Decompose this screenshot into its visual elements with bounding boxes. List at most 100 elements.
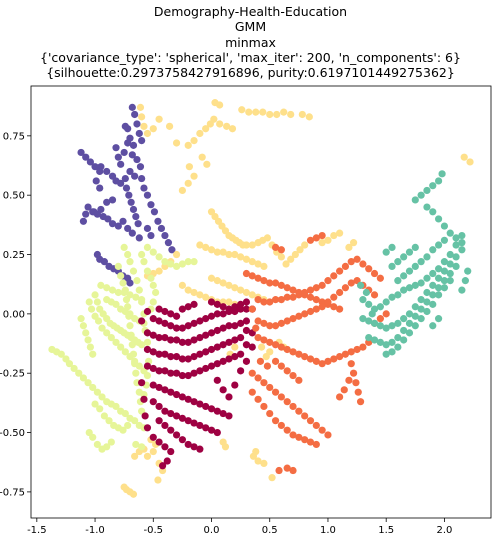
data-point-cluster-1 [202, 293, 210, 301]
data-point-cluster-1 [237, 286, 245, 294]
y-tick-label: -0.75 [0, 487, 25, 498]
data-point-cluster-3 [178, 371, 186, 380]
data-point-cluster-5 [382, 248, 390, 256]
data-point-cluster-2 [167, 260, 175, 268]
data-point-cluster-2 [140, 258, 148, 266]
data-point-cluster-2 [147, 274, 155, 282]
data-point-cluster-4 [324, 357, 332, 365]
data-point-cluster-4 [289, 431, 297, 439]
data-point-cluster-5 [400, 253, 408, 261]
data-point-cluster-5 [423, 307, 431, 316]
data-point-cluster-4 [277, 319, 285, 327]
data-point-cluster-3 [242, 326, 251, 335]
data-point-cluster-4 [283, 464, 291, 472]
data-point-cluster-3 [184, 303, 192, 311]
data-point-cluster-3 [225, 412, 233, 420]
data-point-cluster-2 [79, 322, 88, 330]
data-point-cluster-1 [138, 113, 146, 121]
data-point-cluster-1 [219, 279, 227, 287]
data-point-cluster-4 [277, 296, 285, 304]
data-point-cluster-3 [242, 298, 251, 306]
data-point-cluster-1 [178, 186, 186, 195]
data-point-cluster-1 [259, 108, 267, 116]
data-point-cluster-5 [365, 334, 373, 342]
data-point-cluster-5 [434, 284, 443, 292]
data-point-cluster-1 [213, 277, 221, 285]
data-point-cluster-5 [429, 281, 437, 289]
data-point-cluster-4 [341, 284, 350, 292]
data-point-cluster-1 [324, 236, 332, 244]
data-point-cluster-0 [77, 148, 85, 157]
data-point-cluster-3 [225, 393, 233, 401]
data-point-cluster-3 [231, 322, 239, 330]
data-point-cluster-0 [79, 217, 88, 225]
data-point-cluster-4 [349, 369, 358, 377]
data-point-cluster-5 [376, 338, 384, 346]
data-point-cluster-2 [126, 258, 134, 266]
data-point-cluster-1 [228, 125, 237, 133]
data-point-cluster-3 [155, 367, 163, 375]
data-point-cluster-1 [291, 250, 299, 259]
data-point-cluster-0 [104, 215, 112, 223]
data-point-cluster-1 [136, 103, 145, 111]
data-point-cluster-3 [213, 343, 221, 351]
data-point-cluster-5 [388, 322, 396, 330]
data-point-cluster-2 [132, 440, 140, 449]
data-point-cluster-5 [417, 315, 425, 323]
data-point-cluster-1 [225, 281, 233, 289]
data-point-cluster-5 [423, 253, 431, 261]
data-point-cluster-4 [301, 288, 309, 297]
data-point-cluster-4 [289, 348, 297, 356]
data-point-cluster-3 [184, 355, 192, 363]
data-point-cluster-5 [400, 315, 408, 323]
data-point-cluster-0 [91, 163, 99, 171]
data-point-cluster-4 [359, 260, 367, 268]
data-point-cluster-4 [283, 345, 291, 354]
data-point-cluster-5 [446, 277, 454, 285]
data-point-cluster-5 [458, 239, 466, 247]
data-point-cluster-3 [163, 457, 171, 465]
data-point-cluster-1 [165, 122, 174, 130]
data-point-cluster-1 [178, 281, 186, 289]
title-line-params: {'covariance_type': 'spherical', 'max_it… [40, 49, 461, 65]
data-point-cluster-3 [196, 317, 204, 325]
data-point-cluster-4 [289, 315, 297, 323]
x-tick-label: -0.5 [144, 525, 164, 536]
data-point-cluster-2 [103, 329, 111, 337]
data-point-cluster-2 [112, 338, 120, 346]
data-point-cluster-3 [155, 317, 163, 325]
data-point-cluster-2 [127, 331, 135, 339]
data-point-cluster-3 [207, 426, 216, 434]
data-point-cluster-0 [131, 172, 139, 180]
data-point-cluster-2 [122, 296, 131, 304]
data-point-cluster-2 [155, 253, 163, 261]
data-point-cluster-0 [96, 184, 104, 192]
data-point-cluster-3 [155, 417, 163, 425]
data-point-cluster-5 [440, 222, 449, 230]
data-point-cluster-3 [178, 338, 186, 346]
data-point-cluster-0 [126, 167, 134, 176]
data-point-cluster-4 [266, 298, 274, 306]
data-point-cluster-1 [266, 348, 274, 356]
data-point-cluster-2 [97, 281, 105, 289]
data-point-cluster-4 [283, 398, 291, 406]
data-point-cluster-0 [150, 208, 159, 216]
data-point-cluster-3 [219, 409, 227, 418]
data-point-cluster-5 [458, 286, 466, 294]
data-point-cluster-4 [277, 281, 285, 289]
data-point-cluster-1 [287, 255, 295, 263]
data-point-cluster-4 [295, 376, 303, 384]
data-point-cluster-4 [318, 303, 326, 311]
data-point-cluster-4 [289, 371, 297, 380]
data-point-cluster-2 [107, 438, 115, 446]
data-point-cluster-2 [119, 426, 127, 434]
data-point-cluster-4 [254, 395, 262, 403]
data-point-cluster-2 [103, 443, 111, 451]
data-point-cluster-3 [184, 338, 192, 346]
data-point-cluster-4 [295, 433, 303, 441]
data-point-cluster-3 [219, 310, 227, 318]
data-point-cluster-5 [440, 258, 449, 266]
y-tick-label: 0.00 [3, 309, 25, 320]
data-point-cluster-4 [277, 246, 285, 254]
y-tick-label: 0.25 [3, 250, 25, 261]
